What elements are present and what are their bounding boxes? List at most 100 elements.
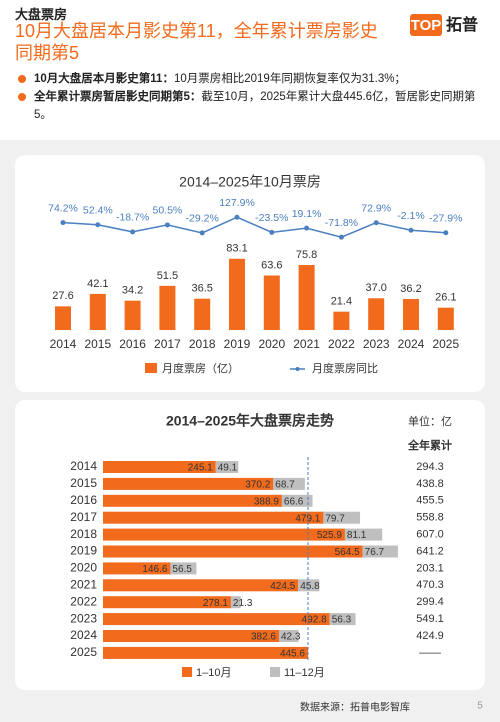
bullet-text: 10月票房相比2019年同期恢复率仅为31.3%； [173,73,406,85]
bar [344,528,383,541]
data-label: 445.6 [280,649,305,660]
total-label: 558.8 [416,512,444,524]
data-label: 146.6 [142,564,167,575]
bar [215,461,239,473]
data-label: 76.7 [365,547,385,558]
point [304,225,310,231]
x-tick-label: 2022 [328,337,355,351]
total-label: 607.0 [416,529,444,541]
y-tick-label: 2018 [70,527,97,541]
y-tick-label: 2022 [70,594,97,608]
data-label: 51.5 [157,270,178,282]
total-label: 470.3 [416,579,444,591]
bar [273,477,305,490]
data-label: -71.8% [325,217,358,229]
bar [362,545,398,558]
data-label: 19.1% [292,208,322,220]
y-tick-label: 2019 [70,544,97,558]
data-label: 45.8 [300,581,320,592]
data-label: 49.1 [218,463,238,474]
legend-label: 月度票房同比 [312,361,378,375]
bar [103,630,279,642]
x-tick-label: 2021 [293,337,320,351]
x-tick-label: 2015 [84,337,111,351]
data-label: 492.8 [302,615,327,626]
bar [103,545,363,558]
data-label: -29.2% [186,213,219,225]
data-label: 66.6 [284,496,304,507]
point [95,222,101,228]
page-number: 5 [477,701,483,712]
data-label: 424.5 [270,581,295,592]
data-label: -18.7% [116,212,149,224]
x-tick-label: 2023 [363,337,390,351]
x-tick-label: 2025 [432,337,459,351]
logo: TOP [411,17,442,34]
total-label: 294.3 [416,461,444,473]
bar [159,285,176,330]
point [130,229,136,235]
bar [103,494,282,507]
x-tick-label: 2020 [258,337,285,351]
data-label: 382.6 [251,632,276,643]
x-tick-label: 2017 [154,337,181,351]
point [338,234,344,240]
data-label: 56.5 [172,564,192,575]
bar [103,646,308,659]
source: 数据来源：拓普电影智库 [300,701,410,714]
bullet-bold: 全年累计票房暂居影史同期第5： [34,91,202,103]
total-label: 299.4 [416,596,444,608]
bullets: 10月大盘居本月影史第11：10月票房相比2019年同期恢复率仅为31.3%； … [18,70,483,124]
y-tick-label: 2021 [70,577,97,591]
y-tick-label: 2014 [70,459,97,473]
bar [103,596,231,609]
data-label: 127.9% [219,197,255,209]
bar [103,562,171,575]
total-label: —— [419,647,441,659]
bar [103,477,274,490]
x-tick-label: 2016 [119,337,146,351]
data-label: -2.1% [397,210,424,222]
bar [170,562,197,575]
total-label: 438.8 [416,478,444,490]
data-label: 56.3 [332,615,352,626]
y-tick-label: 2020 [70,561,97,575]
section: 大盘票房 [15,7,68,22]
y-tick-label: 2016 [70,493,97,507]
data-label: -27.9% [429,213,462,225]
chart-title: 2014–2025年大盘票房走势 [166,413,334,429]
point [164,222,170,228]
legend-label: 11–12月 [284,667,325,679]
bullet: 全年累计票房暂居影史同期第5：截至10月，2025年累计大盘445.6亿，暂居影… [18,88,483,124]
data-label: 245.1 [188,463,213,474]
legend-swatch [145,363,157,373]
data-label: 26.1 [435,292,456,304]
bar [124,300,141,330]
point [199,230,205,236]
bar [194,298,211,330]
total-label: 455.5 [416,495,444,507]
data-label: 27.6 [52,290,73,302]
bar [298,265,315,330]
data-label: -23.5% [255,212,288,224]
bar [230,596,241,609]
point [373,220,379,226]
point [408,227,414,233]
bar [333,311,350,330]
data-label: 75.8 [296,249,317,261]
point [60,220,66,226]
point [234,214,240,220]
y-tick-label: 2017 [70,510,97,524]
data-label: 79.7 [325,513,345,524]
bar [281,494,313,507]
bullet-text: 截至10月，2025年累计大盘445.6亿，暂居影史同期第5。 [34,91,476,121]
page-title: 10月大盘居本月影史第11，全年累计票房影史同期第5 [15,21,378,63]
point [269,229,275,235]
bullet-bold: 10月大盘居本月影史第11： [34,73,174,85]
bar [278,630,299,642]
bar [103,528,345,541]
bar [437,307,454,330]
legend-swatch [270,667,280,677]
x-tick-label: 2024 [398,337,425,351]
